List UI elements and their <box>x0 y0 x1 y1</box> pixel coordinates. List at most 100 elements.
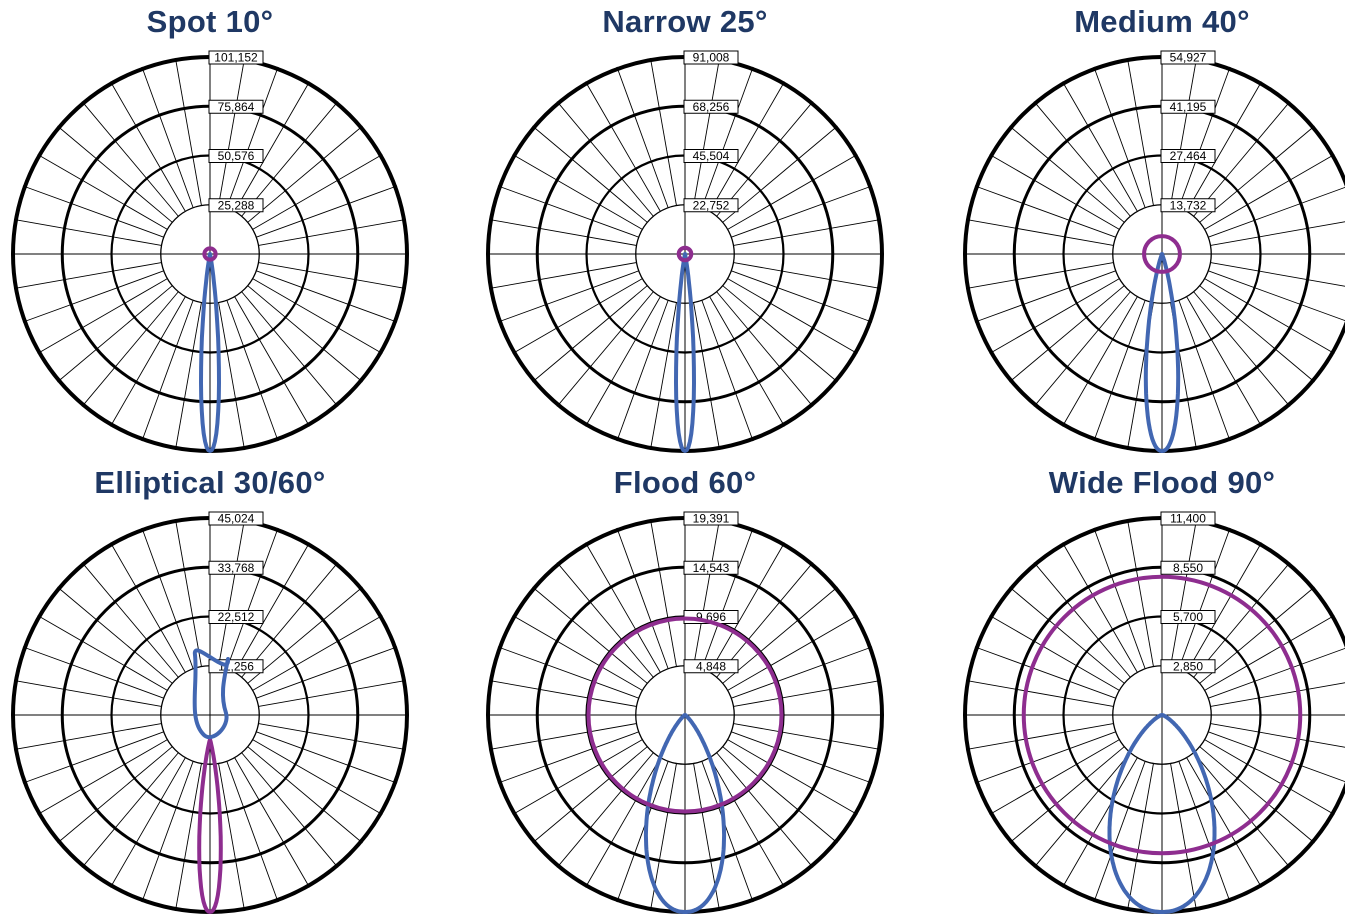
chart-title: Elliptical 30/60° <box>94 465 326 500</box>
grid-spoke <box>252 616 381 691</box>
outer-ring-tick <box>306 883 311 888</box>
grid-spoke <box>1094 529 1146 669</box>
series-beam <box>1107 713 1217 914</box>
outer-ring-tick <box>1033 402 1038 407</box>
polar-chart-wide-flood: Wide Flood 90° 11,400 8,550 5,700 2,850 <box>942 461 1345 922</box>
grid-spoke <box>218 59 245 206</box>
grid-spoke <box>1199 588 1314 684</box>
outer-ring-tick <box>1286 101 1291 106</box>
outer-ring-tick <box>1310 586 1315 591</box>
grid-spoke <box>727 616 856 691</box>
grid-spoke <box>252 278 381 353</box>
grid-spoke <box>218 763 245 910</box>
outer-ring-tick <box>1195 906 1198 912</box>
outer-ring-tick <box>1286 863 1291 868</box>
ring-label: 2,850 <box>1160 659 1216 674</box>
outer-ring-tick <box>57 839 62 844</box>
outer-ring-tick <box>781 81 786 86</box>
grid-spoke <box>1210 682 1345 707</box>
grid-spoke <box>533 746 648 842</box>
outer-ring-tick <box>833 839 838 844</box>
grid-spoke <box>226 300 278 440</box>
ring-label-text: 14,543 <box>693 561 730 575</box>
polar-plot: 54,927 41,195 27,464 13,732 <box>963 50 1345 453</box>
outer-ring-tick <box>1310 839 1315 844</box>
ring-label-box <box>1160 610 1216 624</box>
outer-ring-tick <box>616 436 620 442</box>
outer-ring-tick <box>974 780 980 784</box>
series-beam <box>199 252 221 453</box>
grid-spoke <box>693 302 720 449</box>
grid-spoke <box>514 155 643 230</box>
grid-spoke <box>241 102 337 217</box>
grid-spoke <box>558 291 654 406</box>
chart-title: Wide Flood 90° <box>1048 465 1276 500</box>
grid-spoke <box>490 262 637 289</box>
grid-spoke <box>1208 647 1345 699</box>
grid-spoke <box>693 520 720 667</box>
grid-spoke <box>234 757 309 886</box>
ring-label-box <box>1160 99 1216 114</box>
grid-spoke <box>247 127 362 223</box>
outer-ring-tick <box>57 125 62 130</box>
outer-ring-tick <box>1330 614 1335 619</box>
outer-ring-tick <box>781 883 786 888</box>
polar-chart-medium: Medium 40° 54,927 41,195 27,464 13,732 <box>942 0 1345 461</box>
ring-label-text: 5,700 <box>1173 610 1203 624</box>
outer-ring-tick <box>1033 562 1038 567</box>
grid-spoke <box>39 278 168 353</box>
grid-spoke <box>226 68 278 208</box>
grid-spoke <box>111 757 186 886</box>
grid-spoke <box>234 296 309 425</box>
outer-ring-tick <box>243 445 246 451</box>
grid-spoke <box>558 102 654 217</box>
grid-spoke <box>218 520 245 667</box>
grid-spoke <box>83 563 179 678</box>
ring-label-text: 13,732 <box>1170 198 1207 212</box>
polar-chart-narrow: Narrow 25° 91,008 68,256 45,504 22,752 <box>465 0 905 461</box>
outer-ring-tick <box>1033 863 1038 868</box>
ring-label-box <box>683 149 739 163</box>
grid-spoke <box>175 520 202 667</box>
ring-label-box <box>1160 50 1216 65</box>
grid-spoke <box>1035 752 1131 867</box>
outer-ring-tick <box>974 646 980 650</box>
outer-ring-tick <box>1009 378 1014 383</box>
outer-ring-tick <box>497 780 503 784</box>
ring-label-text: 19,391 <box>693 512 730 526</box>
series-circle <box>676 245 694 263</box>
grid-spoke <box>58 588 173 684</box>
ring-label-text: 41,195 <box>1170 100 1207 114</box>
outer-ring-tick <box>334 101 339 106</box>
ring-label: 54,927 <box>1160 50 1216 65</box>
grid-spoke <box>1063 544 1138 673</box>
series-lobe <box>192 648 230 739</box>
outer-ring-tick <box>401 218 407 221</box>
grid-spoke <box>256 731 396 783</box>
grid-spoke <box>1178 529 1230 669</box>
ring-label: 4,848 <box>683 659 739 674</box>
polar-chart-spot: Spot 10° 101,152 75,864 50,576 25,288 <box>0 0 430 461</box>
outer-ring-tick <box>750 897 754 903</box>
outer-ring-tick <box>853 153 858 158</box>
grid-spoke <box>83 291 179 406</box>
grid-spoke <box>1204 616 1333 691</box>
ring-label: 5,700 <box>1160 610 1216 624</box>
ring-label-box <box>208 511 264 526</box>
ring-label: 45,024 <box>208 511 264 526</box>
ring-label-text: 91,008 <box>693 51 730 65</box>
grid-spoke <box>586 757 661 886</box>
outer-ring-tick <box>109 883 114 888</box>
grid-spoke <box>1208 731 1345 783</box>
grid-spoke <box>256 270 396 322</box>
outer-ring-tick <box>358 125 363 130</box>
grid-spoke <box>533 285 648 381</box>
outer-ring-tick <box>13 679 19 682</box>
ring-label: 27,464 <box>1160 149 1216 163</box>
grid-spoke <box>1204 278 1333 353</box>
grid-spoke <box>1186 757 1261 886</box>
outer-ring-tick <box>57 586 62 591</box>
outer-ring-tick <box>584 883 589 888</box>
ring-label-text: 50,576 <box>218 149 255 163</box>
grid-spoke <box>1010 127 1125 223</box>
